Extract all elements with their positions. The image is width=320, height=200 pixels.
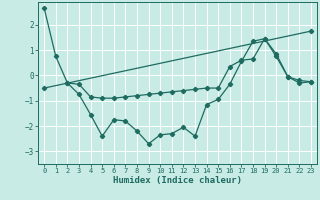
X-axis label: Humidex (Indice chaleur): Humidex (Indice chaleur): [113, 176, 242, 185]
